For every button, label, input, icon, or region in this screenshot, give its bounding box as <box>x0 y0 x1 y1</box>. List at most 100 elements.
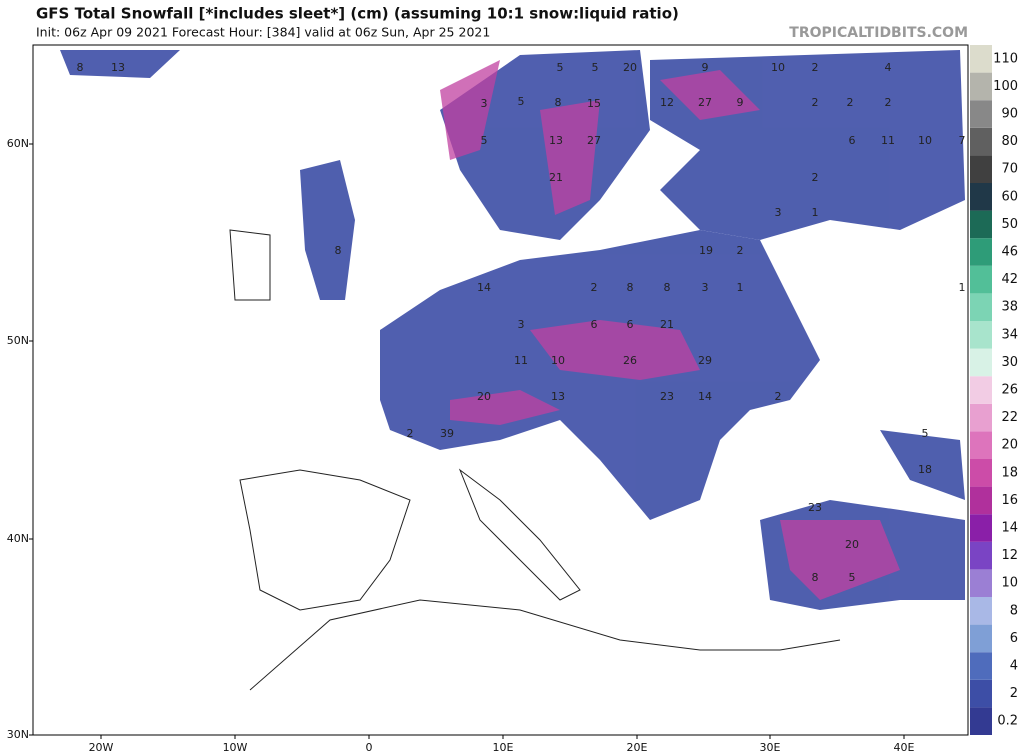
colorbar-swatch <box>970 210 992 239</box>
lat-label: 30N <box>7 728 29 741</box>
snow-label: 21 <box>660 318 674 331</box>
snow-label: 2 <box>591 281 598 294</box>
snow-label: 4 <box>885 61 892 74</box>
lon-label: 20E <box>627 741 648 754</box>
colorbar-label: 4 <box>1010 659 1018 674</box>
colorbar-swatch <box>970 459 992 487</box>
lat-label: 60N <box>7 137 29 150</box>
snow-label: 12 <box>660 96 674 109</box>
snow-label: 8 <box>812 571 819 584</box>
subtitle: Init: 06z Apr 09 2021 Forecast Hour: [38… <box>36 25 490 40</box>
colorbar-swatch <box>970 569 992 597</box>
snow-label: 23 <box>808 501 822 514</box>
snow-label: 8 <box>555 96 562 109</box>
colorbar-label: 60 <box>1001 189 1018 204</box>
colorbar-swatch <box>970 376 992 404</box>
snow-label: 1 <box>812 206 819 219</box>
snow-label: 1 <box>737 281 744 294</box>
colorbar-label: 46 <box>1001 245 1018 260</box>
colorbar-label: 20 <box>1001 438 1018 453</box>
snow-label: 5 <box>518 95 525 108</box>
colorbar-label: 30 <box>1001 355 1018 370</box>
snow-label: 2 <box>812 96 819 109</box>
snow-label: 5 <box>592 61 599 74</box>
snow-label: 3 <box>702 281 709 294</box>
colorbar-label: 14 <box>1001 521 1018 536</box>
lon-label: 20W <box>89 741 114 754</box>
snow-label: 26 <box>623 354 637 367</box>
snow-label: 6 <box>591 318 598 331</box>
snow-label: 13 <box>551 390 565 403</box>
lon-label: 10W <box>223 741 248 754</box>
snow-label: 3 <box>518 318 525 331</box>
colorbar-label: 80 <box>1001 134 1018 149</box>
snow-label: 20 <box>623 61 637 74</box>
colorbar-swatch <box>970 514 992 542</box>
colorbar-swatch <box>970 293 992 321</box>
snow-label: 27 <box>698 96 712 109</box>
snow-label: 21 <box>549 171 563 184</box>
snow-label: 3 <box>775 206 782 219</box>
colorbar-swatch <box>970 679 992 708</box>
snow-label: 20 <box>477 390 491 403</box>
colorbar-label: 100 <box>993 79 1018 94</box>
snow-label: 5 <box>481 134 488 147</box>
colorbar-label: 8 <box>1010 603 1018 618</box>
snow-label: 11 <box>881 134 895 147</box>
lon-label: 10E <box>493 741 514 754</box>
snow-label: 2 <box>885 96 892 109</box>
snow-label: 9 <box>702 61 709 74</box>
snow-label: 2 <box>847 96 854 109</box>
colorbar-swatch <box>970 45 992 73</box>
colorbar-label: 50 <box>1001 217 1018 232</box>
colorbar-label: 12 <box>1001 548 1018 563</box>
snow-label: 2 <box>812 61 819 74</box>
snow-label: 8 <box>77 61 84 74</box>
snow-label: 2 <box>775 390 782 403</box>
colorbar-label: 18 <box>1001 465 1018 480</box>
colorbar-label: 0.2 <box>997 714 1018 729</box>
colorbar-swatch <box>970 238 992 266</box>
snow-label: 18 <box>918 463 932 476</box>
snow-label: 13 <box>549 134 563 147</box>
colorbar-label: 16 <box>1001 493 1018 508</box>
colorbar-label: 26 <box>1001 383 1018 398</box>
colorbar-label: 22 <box>1001 410 1018 425</box>
snow-label: 1 <box>959 281 966 294</box>
snow-label: 8 <box>627 281 634 294</box>
heavy-snow <box>440 60 900 600</box>
lat-label: 40N <box>7 532 29 545</box>
title: GFS Total Snowfall [*includes sleet*] (c… <box>36 5 679 23</box>
colorbar-swatch <box>970 72 992 101</box>
colorbar-label: 110 <box>993 51 1018 66</box>
snow-label: 2 <box>812 171 819 184</box>
lat-label: 50N <box>7 334 29 347</box>
snow-label: 10 <box>771 61 785 74</box>
colorbar-swatch <box>970 155 992 183</box>
snow-label: 15 <box>587 97 601 110</box>
colorbar-swatch <box>970 597 992 625</box>
colorbar-label: 34 <box>1001 327 1018 342</box>
snow-label: 13 <box>111 61 125 74</box>
snow-label: 14 <box>698 390 712 403</box>
snow-label: 5 <box>922 427 929 440</box>
snow-label: 2 <box>407 427 414 440</box>
snow-label: 2 <box>737 244 744 257</box>
snow-label: 8 <box>664 281 671 294</box>
snow-label: 11 <box>514 354 528 367</box>
snow-label: 10 <box>551 354 565 367</box>
colorbar-label: 2 <box>1010 686 1018 701</box>
lon-label: 30E <box>760 741 781 754</box>
colorbar-label: 6 <box>1010 631 1018 646</box>
snow-label: 10 <box>918 134 932 147</box>
colorbar-label: 70 <box>1001 162 1018 177</box>
snow-label: 23 <box>660 390 674 403</box>
lon-label: 40E <box>894 741 915 754</box>
colorbar-swatch <box>970 486 992 515</box>
snow-label: 6 <box>627 318 634 331</box>
snow-label: 5 <box>849 571 856 584</box>
colorbar-swatch <box>970 183 992 211</box>
snow-label: 14 <box>477 281 491 294</box>
